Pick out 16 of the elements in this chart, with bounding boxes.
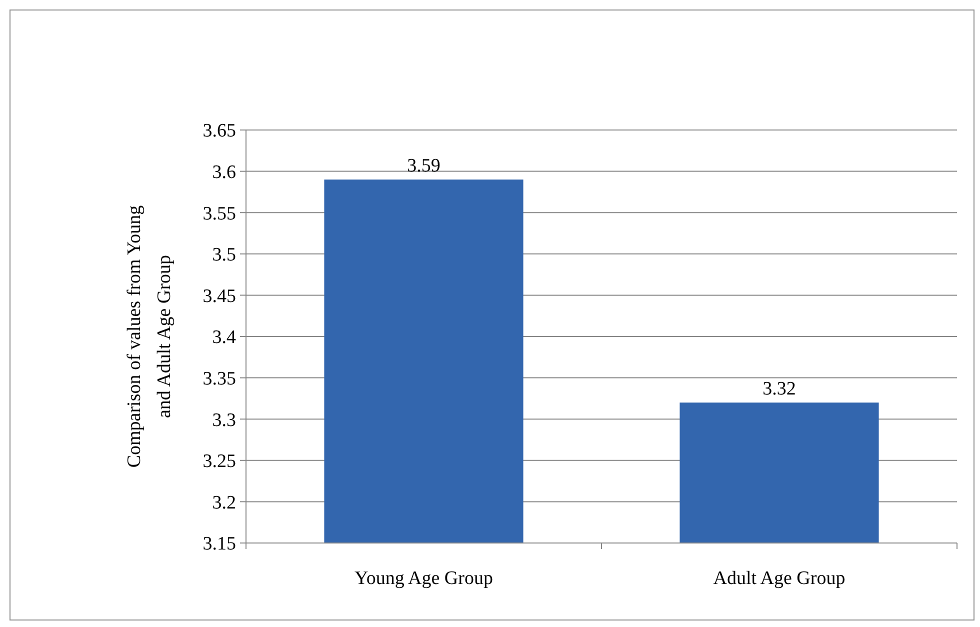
y-tick-label: 3.35 [202,368,236,390]
y-tick-label: 3.2 [212,492,236,514]
y-tick-label: 3.3 [212,410,236,431]
y-tick-label: 3.45 [202,286,236,307]
y-tick-label: 3.6 [212,162,236,183]
y-tick-label: 3.4 [212,327,236,348]
x-tick-label: Young Age Group [354,568,493,589]
data-label: 3.59 [407,156,440,177]
x-tick-label: Adult Age Group [713,568,846,589]
data-label: 3.32 [762,378,796,400]
y-axis-title: Comparison of values from Young and Adult Age Group [124,204,175,468]
y-tick-label: 3.5 [212,244,236,266]
y-tick-label: 3.65 [202,120,236,142]
y-tick-label: 3.55 [202,203,236,224]
y-tick-label: 3.25 [202,451,236,472]
y-tick-label: 3.15 [202,534,236,555]
